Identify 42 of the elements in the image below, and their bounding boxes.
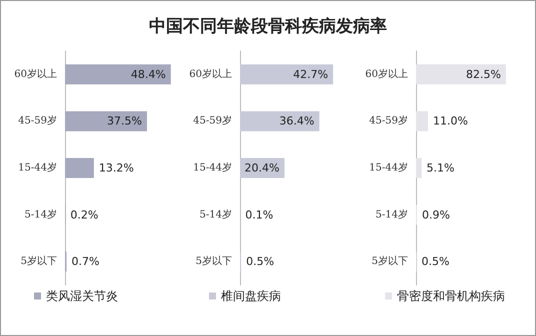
y-tick-label: 5岁以下 [196, 255, 232, 268]
y-tick-label: 15-44岁 [368, 162, 408, 174]
data-label: 5.1% [426, 162, 454, 174]
y-tick-label: 5岁以下 [371, 255, 408, 268]
bar [416, 111, 428, 132]
data-label: 0.5% [421, 255, 450, 268]
bar [240, 64, 334, 84]
data-label: 42.7% [293, 68, 328, 81]
data-label: 0.7% [72, 255, 100, 268]
bar [65, 111, 147, 132]
data-label: 0.2% [70, 208, 98, 222]
data-label: 36.4% [280, 114, 315, 128]
y-tick-label: 5岁以下 [20, 255, 57, 268]
data-label: 20.4% [244, 162, 280, 174]
data-label: 0.1% [246, 208, 274, 222]
legend-label: 椎间盘疾病 [221, 289, 282, 303]
y-tick-label: 15-44岁 [18, 162, 57, 174]
bar [240, 111, 320, 132]
bar [416, 64, 506, 84]
data-label: 11.0% [432, 114, 468, 128]
data-label: 82.5% [466, 68, 501, 81]
bar [65, 158, 94, 178]
y-tick-label: 15-44岁 [194, 162, 232, 174]
y-tick-label: 60岁以上 [364, 68, 408, 80]
bar [65, 64, 171, 84]
data-label: 48.4% [130, 68, 166, 81]
y-tick-label: 5-14岁 [200, 208, 232, 220]
data-label: 0.9% [422, 208, 450, 222]
y-tick-label: 45-59岁 [18, 114, 57, 127]
text: 中国不同年龄段骨科疾病发病率 [149, 16, 387, 36]
y-tick-label: 60岁以上 [14, 68, 57, 80]
data-label: 37.5% [107, 114, 142, 128]
y-tick-label: 5-14岁 [24, 208, 57, 220]
y-tick-label: 5-14岁 [375, 208, 408, 220]
data-label: 0.5% [246, 255, 274, 268]
legend-label: 类风湿关节炎 [46, 289, 118, 303]
y-tick-label: 45-59岁 [368, 114, 408, 127]
y-tick-label: 60岁以上 [190, 68, 232, 80]
bar [416, 158, 422, 178]
y-tick-label: 45-59岁 [194, 114, 232, 127]
data-label: 13.2% [98, 162, 134, 174]
legend-label: 骨密度和骨机构疾病 [396, 289, 505, 303]
